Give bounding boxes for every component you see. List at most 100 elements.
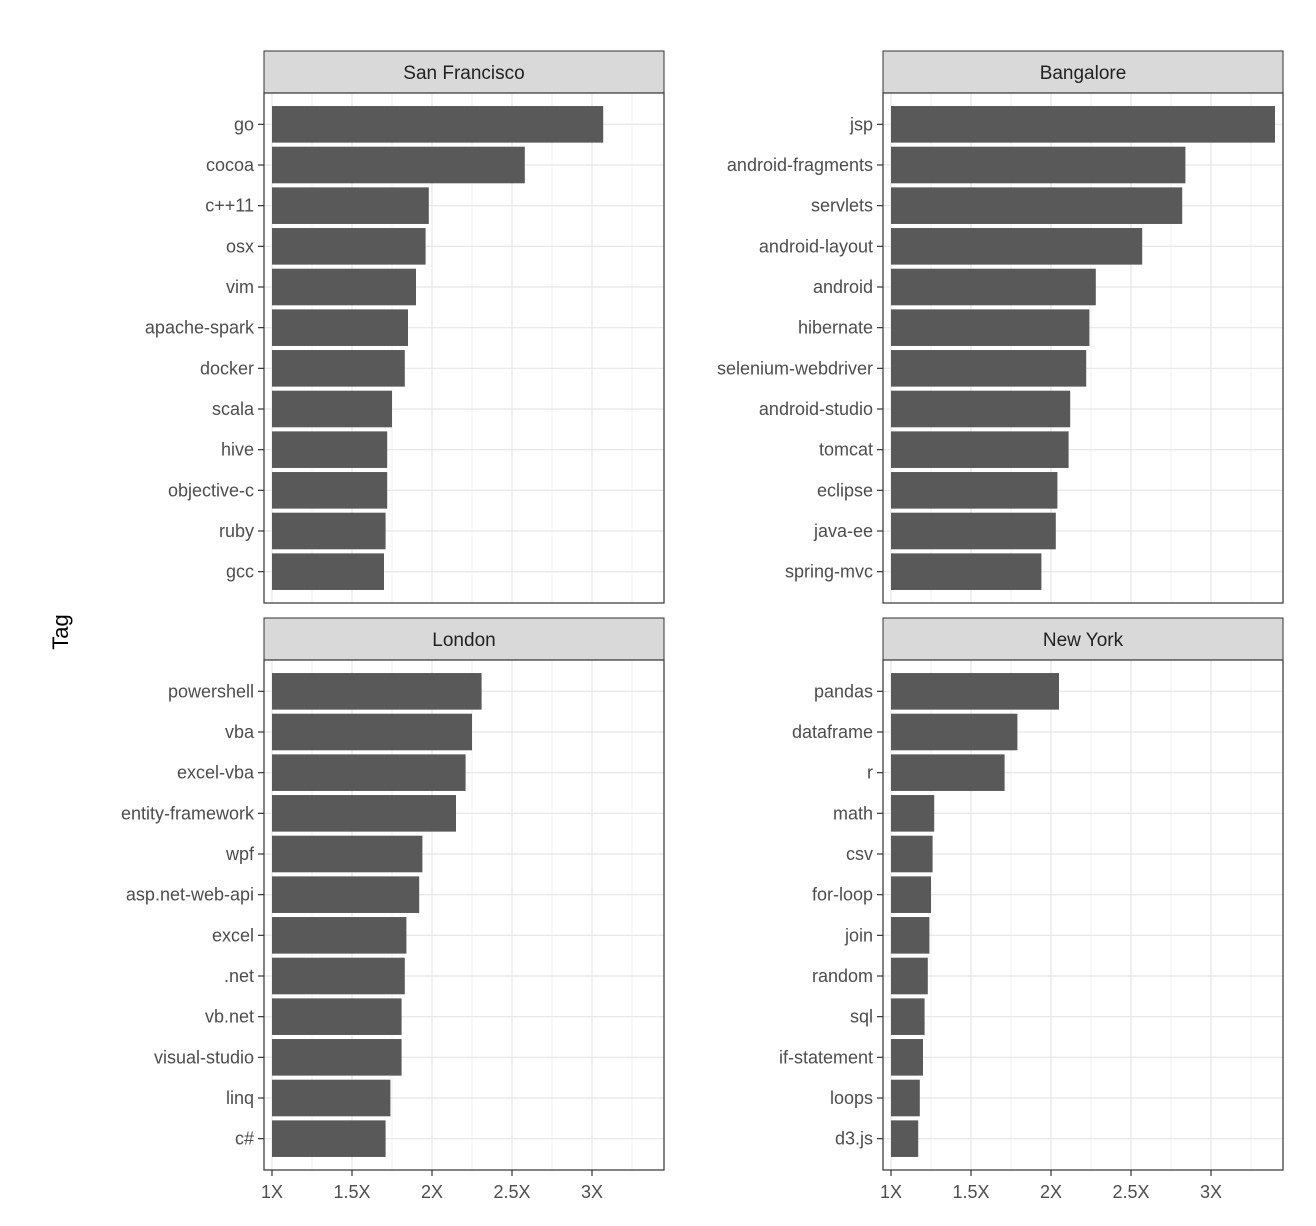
bar bbox=[891, 713, 1018, 751]
y-tick-label: asp.net-web-api bbox=[126, 885, 254, 905]
y-tick-label: excel-vba bbox=[177, 763, 255, 783]
bar bbox=[272, 431, 388, 468]
y-tick-label: linq bbox=[226, 1088, 254, 1108]
y-tick-label: loops bbox=[830, 1088, 873, 1108]
bar bbox=[272, 106, 604, 143]
y-tick-label: wpf bbox=[225, 844, 255, 864]
y-tick-label: vim bbox=[226, 277, 254, 297]
facet-panel: San Francisco go cocoa c++11 osx vim apache-sp… bbox=[145, 50, 665, 604]
bar bbox=[891, 1039, 923, 1076]
y-tick-label: for-loop bbox=[812, 885, 873, 905]
panel-border bbox=[882, 92, 1284, 604]
y-tick-label: entity-framework bbox=[121, 803, 255, 823]
y-tick-label: android-layout bbox=[759, 236, 873, 256]
y-tick-label: ruby bbox=[219, 521, 254, 541]
y-tick-label: vba bbox=[225, 722, 255, 742]
bar bbox=[891, 228, 1143, 265]
x-tick-label: 2X bbox=[1040, 1182, 1062, 1202]
facet-panel: London powershell vba excel-vba entity-frame… bbox=[121, 617, 665, 1202]
facet-panel: New York pandas dataframe r math csv for-loop j… bbox=[779, 617, 1284, 1202]
y-tick-label: excel bbox=[212, 925, 254, 945]
y-tick-label: math bbox=[833, 803, 873, 823]
bar bbox=[272, 1079, 391, 1117]
bar bbox=[891, 512, 1056, 550]
y-tick-label: java-ee bbox=[813, 521, 873, 541]
panel-border bbox=[263, 92, 665, 604]
x-tick-label: 2.5X bbox=[493, 1182, 530, 1202]
facet-title: Bangalore bbox=[1040, 63, 1127, 84]
x-tick-label: 1X bbox=[880, 1182, 902, 1202]
y-tick-label: go bbox=[234, 114, 254, 134]
facet-title: San Francisco bbox=[403, 63, 524, 84]
y-tick-label: c# bbox=[235, 1129, 254, 1149]
y-tick-label: hive bbox=[221, 440, 254, 460]
bar bbox=[272, 553, 384, 590]
y-tick-label: spring-mvc bbox=[785, 562, 873, 582]
bar bbox=[891, 835, 933, 873]
bar bbox=[891, 309, 1090, 346]
y-tick-label: powershell bbox=[168, 681, 254, 701]
bar bbox=[891, 553, 1042, 590]
y-tick-label: .net bbox=[224, 966, 254, 986]
bar bbox=[272, 795, 456, 832]
x-tick-label: 2.5X bbox=[1112, 1182, 1149, 1202]
x-tick-label: 3X bbox=[581, 1182, 603, 1202]
bar bbox=[272, 713, 472, 751]
bar bbox=[272, 1039, 402, 1076]
bar bbox=[272, 390, 392, 428]
y-tick-label: random bbox=[812, 966, 873, 986]
x-tick-label: 3X bbox=[1200, 1182, 1222, 1202]
bar bbox=[272, 754, 466, 791]
bar bbox=[272, 1120, 386, 1157]
bar bbox=[272, 268, 416, 306]
bar bbox=[891, 795, 935, 832]
bar bbox=[891, 754, 1005, 791]
x-tick-label: 1.5X bbox=[333, 1182, 370, 1202]
y-tick-label: android-fragments bbox=[727, 155, 873, 175]
y-axis-title: Tag bbox=[48, 614, 73, 649]
y-tick-label: osx bbox=[226, 236, 254, 256]
bar bbox=[891, 957, 928, 995]
bar bbox=[891, 146, 1186, 184]
y-tick-label: if-statement bbox=[779, 1047, 873, 1067]
y-tick-label: selenium-webdriver bbox=[717, 358, 873, 378]
facet-strip bbox=[263, 50, 665, 94]
bar bbox=[272, 998, 402, 1035]
y-tick-label: objective-c bbox=[168, 480, 254, 500]
facet-strip bbox=[882, 617, 1284, 661]
bar bbox=[891, 673, 1059, 710]
y-tick-label: servlets bbox=[811, 196, 873, 216]
bar bbox=[891, 350, 1087, 387]
y-tick-label: sql bbox=[850, 1007, 873, 1027]
y-tick-label: scala bbox=[212, 399, 255, 419]
y-tick-label: c++11 bbox=[205, 196, 254, 216]
facet-title: New York bbox=[1043, 630, 1124, 651]
y-tick-label: hibernate bbox=[798, 318, 873, 338]
y-tick-label: r bbox=[867, 763, 873, 783]
bar bbox=[891, 876, 931, 913]
panels: San Francisco go cocoa c++11 osx vim apache-sp… bbox=[121, 50, 1284, 1202]
y-tick-label: eclipse bbox=[817, 480, 873, 500]
facet-title: London bbox=[432, 630, 495, 651]
y-tick-label: cocoa bbox=[206, 155, 255, 175]
bar bbox=[891, 472, 1058, 509]
bar bbox=[891, 1120, 919, 1157]
facet-strip bbox=[263, 617, 665, 661]
y-tick-label: d3.js bbox=[835, 1129, 873, 1149]
x-tick-label: 2X bbox=[421, 1182, 443, 1202]
bar bbox=[891, 390, 1071, 428]
bar bbox=[272, 472, 388, 509]
bar bbox=[891, 1079, 920, 1117]
y-tick-label: vb.net bbox=[205, 1007, 254, 1027]
bar bbox=[272, 187, 429, 224]
bar bbox=[272, 228, 426, 265]
y-tick-label: docker bbox=[200, 358, 254, 378]
y-tick-label: pandas bbox=[814, 681, 873, 701]
bar bbox=[891, 106, 1275, 143]
y-tick-label: android bbox=[813, 277, 873, 297]
y-tick-label: csv bbox=[846, 844, 873, 864]
y-tick-label: join bbox=[844, 925, 873, 945]
x-tick-label: 1X bbox=[261, 1182, 283, 1202]
bar bbox=[272, 957, 405, 995]
